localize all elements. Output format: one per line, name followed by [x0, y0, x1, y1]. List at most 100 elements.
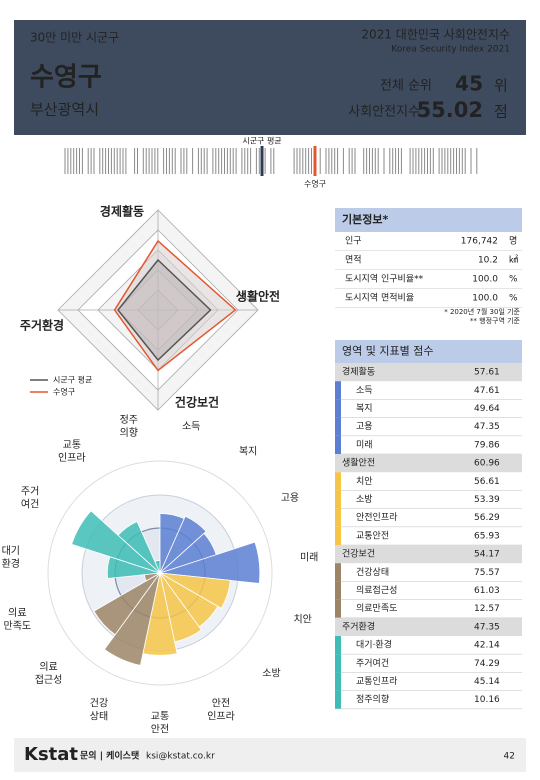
- polar-label: 교통: [151, 711, 169, 723]
- info-unit: 명: [509, 236, 517, 247]
- indicator-value: 49.64: [474, 404, 500, 414]
- polar-bar: [103, 572, 161, 666]
- header-band: [14, 20, 526, 135]
- polar-label: 인프라: [58, 452, 86, 464]
- province: 부산광역시: [30, 101, 99, 119]
- indicator-color: [335, 690, 341, 709]
- domain-name: 건강보건: [342, 549, 375, 560]
- indicator-color: [335, 599, 341, 618]
- indicator-value: 47.61: [474, 386, 500, 396]
- indicator-name: 미래: [356, 439, 373, 450]
- info-unit: %: [509, 275, 518, 285]
- indicator-color: [335, 417, 341, 436]
- indicator-value: 42.14: [474, 641, 500, 651]
- indicator-color: [335, 508, 341, 527]
- domain-row: [335, 454, 522, 473]
- category: 30만 미만 시군구: [30, 31, 119, 45]
- region-label: 수영구: [304, 179, 326, 189]
- indicator-value: 61.03: [474, 586, 500, 596]
- indicator-name: 의료만족도: [356, 603, 397, 614]
- indicator-value: 65.93: [474, 531, 500, 541]
- polar-bar: [159, 572, 231, 609]
- polar-label: 인프라: [207, 711, 235, 723]
- indicator-name: 대기·환경: [356, 639, 392, 651]
- score-header: [335, 340, 522, 363]
- polar-label: 상태: [90, 711, 108, 723]
- report-subtitle: Korea Security Index 2021: [391, 45, 510, 55]
- indicator-value: 74.29: [474, 659, 500, 669]
- indicator-name: 고용: [356, 421, 373, 432]
- rank-unit: 위: [494, 77, 508, 95]
- polar-label: 의료: [39, 661, 57, 673]
- polar-bar: [71, 510, 161, 574]
- domain-row: [335, 363, 522, 382]
- polar-label: 여건: [21, 499, 39, 511]
- indicator-name: 주거여건: [356, 657, 389, 669]
- polar-label: 건강: [90, 698, 108, 710]
- domain-name: 주거환경: [342, 620, 375, 632]
- polar-label: 치안: [293, 613, 311, 625]
- indicator-value: 79.86: [474, 440, 500, 450]
- page-number: 42: [504, 752, 515, 762]
- domain-value: 54.17: [474, 550, 500, 560]
- indicator-color: [335, 490, 341, 509]
- polar-label: 환경: [2, 557, 20, 570]
- info-value: 10.2: [478, 256, 498, 266]
- info-label: 도시지역 인구비율**: [345, 274, 424, 285]
- indicator-name: 교통안전: [356, 530, 389, 541]
- domain-value: 47.35: [474, 622, 500, 632]
- score-title: 영역 및 지표별 점수: [342, 345, 433, 358]
- info-header: [335, 208, 522, 232]
- polar-bar: [154, 559, 161, 574]
- region: 수영구: [30, 63, 102, 93]
- indicator-value: 75.57: [474, 568, 500, 578]
- domain-value: 57.61: [474, 368, 500, 378]
- info-value: 176,742: [461, 237, 498, 247]
- info-label: 인구: [345, 236, 362, 247]
- indicator-color: [335, 472, 341, 491]
- polar-label: 안전: [212, 698, 230, 710]
- indicator-name: 치안: [356, 475, 373, 487]
- radar-label: 생활안전: [236, 289, 280, 304]
- indicator-name: 소득: [356, 385, 373, 396]
- indicator-color: [335, 381, 341, 400]
- polar-label: 고용: [281, 492, 299, 504]
- indicator-color: [335, 672, 341, 691]
- indicator-name: 안전인프라: [356, 512, 398, 523]
- indicator-name: 복지: [356, 403, 373, 414]
- polar-bar: [93, 572, 161, 636]
- indicator-color: [335, 581, 341, 600]
- polar-bar: [117, 520, 161, 574]
- info-unit: %: [509, 294, 518, 304]
- domain-name: 생활안전: [342, 457, 375, 469]
- radar-label: 주거환경: [20, 318, 64, 333]
- polar-label: 주거: [21, 486, 39, 498]
- indicator-name: 소방: [356, 494, 373, 505]
- polar-label: 안전: [151, 724, 169, 736]
- indicator-value: 45.14: [474, 677, 500, 687]
- score: 55.02: [417, 98, 483, 122]
- polar-label: 교통: [63, 439, 81, 451]
- indicator-color: [335, 654, 341, 673]
- indicator-name: 의료접근성: [356, 584, 397, 596]
- indicator-value: 47.35: [474, 422, 500, 432]
- info-note: * 2020년 7월 30일 기준: [444, 307, 520, 316]
- polar-label: 만족도: [4, 620, 32, 632]
- polar-label: 접근성: [35, 674, 63, 686]
- score-label: 사회안전지수: [348, 105, 420, 120]
- report-title: 2021 대한민국 사회안전지수: [361, 28, 510, 42]
- indicator-color: [335, 636, 341, 655]
- domain-name: 경제활동: [342, 366, 375, 378]
- polar-label: 의향: [120, 427, 138, 439]
- radar-label: 경제활동: [100, 204, 144, 219]
- polar-label: 정주: [120, 414, 138, 426]
- indicator-color: [335, 435, 341, 454]
- info-value: 100.0: [472, 275, 498, 285]
- indicator-value: 56.61: [474, 477, 500, 487]
- average-label: 시군구 평균: [242, 136, 281, 146]
- info-unit: ㎢: [509, 255, 518, 266]
- indicator-color: [335, 563, 341, 582]
- info-title: 기본정보*: [342, 212, 388, 226]
